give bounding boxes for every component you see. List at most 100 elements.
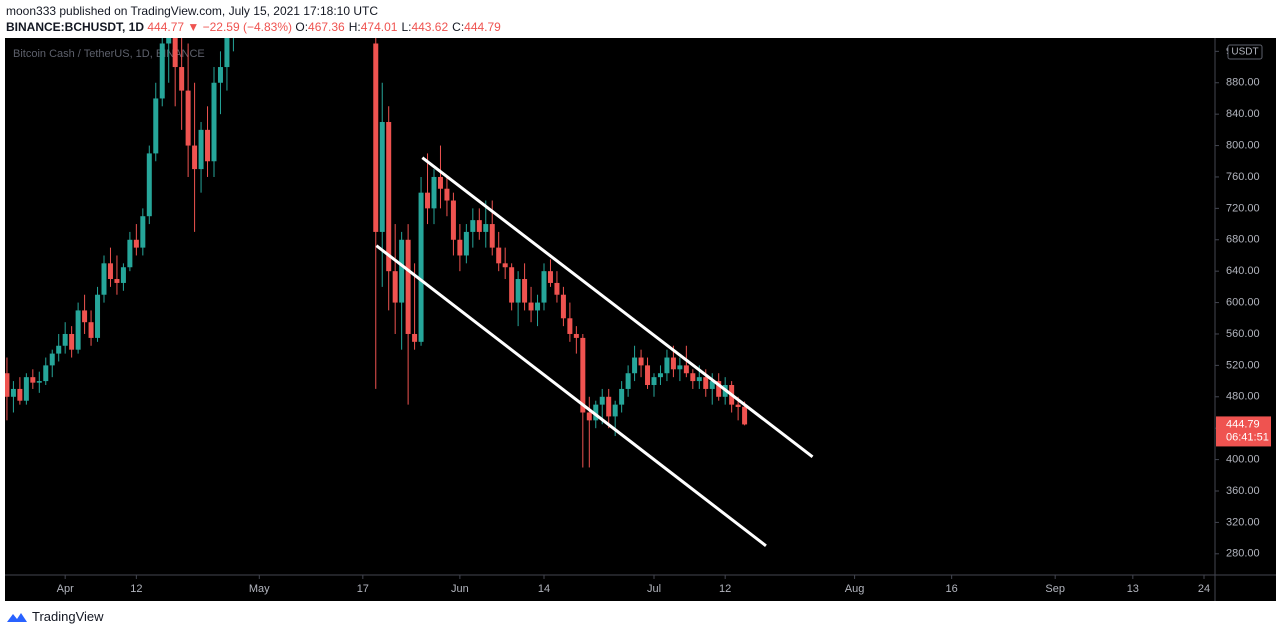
- candle-body: [153, 98, 159, 154]
- candle-body: [69, 333, 75, 350]
- candle-body: [619, 388, 625, 405]
- candle-body: [75, 310, 81, 350]
- y-tick-label: 480.00: [1226, 391, 1260, 403]
- candle-body: [133, 239, 139, 248]
- ohlc-value: 467.36: [308, 20, 345, 34]
- trendline: [421, 156, 814, 458]
- candle-body: [541, 271, 547, 303]
- x-tick-label: 17: [357, 583, 369, 595]
- x-tick-label: 12: [130, 583, 142, 595]
- candle-body: [670, 357, 676, 370]
- x-tick-label: 13: [1127, 583, 1139, 595]
- candle-body: [379, 122, 385, 232]
- candle-body: [664, 357, 670, 374]
- candle-body: [392, 271, 398, 303]
- candle-body: [444, 188, 450, 201]
- candle-body: [470, 220, 476, 232]
- candle-body: [211, 82, 217, 162]
- candle-body: [36, 381, 42, 383]
- candle-body: [88, 322, 94, 338]
- candle-body: [580, 337, 586, 413]
- candle-body: [696, 377, 702, 382]
- currency-box: [1227, 44, 1263, 60]
- candle-body: [515, 279, 521, 303]
- candle-body: [56, 345, 62, 354]
- candle-body: [709, 381, 715, 389]
- candle-body: [489, 224, 495, 248]
- candle-body: [179, 67, 185, 91]
- candle-body: [146, 153, 152, 217]
- x-tick-label: May: [249, 583, 270, 595]
- candle-body: [412, 333, 418, 342]
- candle-body: [612, 404, 618, 417]
- countdown: 06:41:51: [1226, 431, 1269, 443]
- candle-body: [224, 38, 230, 68]
- chart: Bitcoin Cash / TetherUS, 1D, BINANCE 280…: [5, 38, 1276, 601]
- candle-body: [690, 373, 696, 382]
- chart-background: [5, 38, 1276, 601]
- ohlc-value: 443.62: [411, 20, 449, 34]
- candle-body: [657, 373, 663, 378]
- y-tick-label: 280.00: [1226, 548, 1260, 560]
- brand: TradingView: [32, 609, 104, 624]
- candle-body: [30, 377, 36, 383]
- candle-body: [593, 404, 599, 421]
- candle-body: [185, 90, 191, 146]
- trendline: [375, 244, 767, 547]
- candle-body: [114, 279, 120, 283]
- candle-body: [450, 200, 456, 240]
- ohlc-value: 444.79: [464, 20, 501, 34]
- last-price: 444.79: [1226, 418, 1260, 430]
- header: moon333 published on TradingView.com, Ju…: [6, 3, 505, 35]
- candle-body: [528, 302, 534, 311]
- candle-body: [476, 220, 482, 232]
- candle-body: [535, 302, 541, 311]
- candle-body: [127, 239, 133, 268]
- last: 444.77: [147, 20, 185, 34]
- candle-body: [431, 176, 437, 209]
- footer: TradingView: [6, 609, 104, 624]
- candle-body: [95, 294, 101, 338]
- y-tick-label: 680.00: [1226, 234, 1260, 246]
- candle-body: [159, 43, 165, 99]
- candle-body: [437, 176, 443, 189]
- y-tick-label: 880.00: [1226, 77, 1260, 89]
- x-tick-label: Apr: [57, 583, 74, 595]
- candle-body: [140, 216, 146, 248]
- candle-body: [373, 43, 379, 232]
- candle-body: [405, 239, 411, 334]
- candle-body: [43, 365, 49, 382]
- y-tick-label: 640.00: [1226, 265, 1260, 277]
- candle-body: [522, 279, 528, 303]
- candle-body: [457, 239, 463, 256]
- x-tick-label: 12: [719, 583, 731, 595]
- candle-body: [386, 122, 392, 272]
- change: ▼ −22.59 (−4.83%): [187, 20, 293, 34]
- legend: Bitcoin Cash / TetherUS, 1D, BINANCE: [13, 48, 205, 60]
- candle-body: [573, 333, 579, 338]
- y-tick-label: 840.00: [1226, 108, 1260, 120]
- ohlc-value: 474.01: [360, 20, 398, 34]
- y-tick-label: 800.00: [1226, 139, 1260, 151]
- candle-body: [599, 396, 605, 405]
- candle-body: [651, 377, 657, 386]
- candle-body: [716, 381, 722, 397]
- y-tick-label: 720.00: [1226, 202, 1260, 214]
- candle-body: [645, 365, 651, 386]
- candle-body: [496, 247, 502, 264]
- ohlc-label: O:: [295, 20, 309, 34]
- symbol-line: BINANCE:BCHUSDT, 1D 444.77 ▼ −22.59 (−4.…: [6, 19, 505, 35]
- x-tick-label: Aug: [845, 583, 865, 595]
- candle-body: [425, 192, 431, 209]
- candle-body: [217, 67, 223, 83]
- y-tick-label: 600.00: [1226, 296, 1260, 308]
- y-tick-label: 400.00: [1226, 453, 1260, 465]
- candle-body: [49, 353, 55, 366]
- candle-body: [683, 365, 689, 374]
- candle-body: [120, 267, 126, 283]
- candle-body: [606, 396, 612, 417]
- x-tick-label: 14: [538, 583, 550, 595]
- x-tick-label: Jul: [647, 583, 661, 595]
- candle-body: [625, 373, 631, 389]
